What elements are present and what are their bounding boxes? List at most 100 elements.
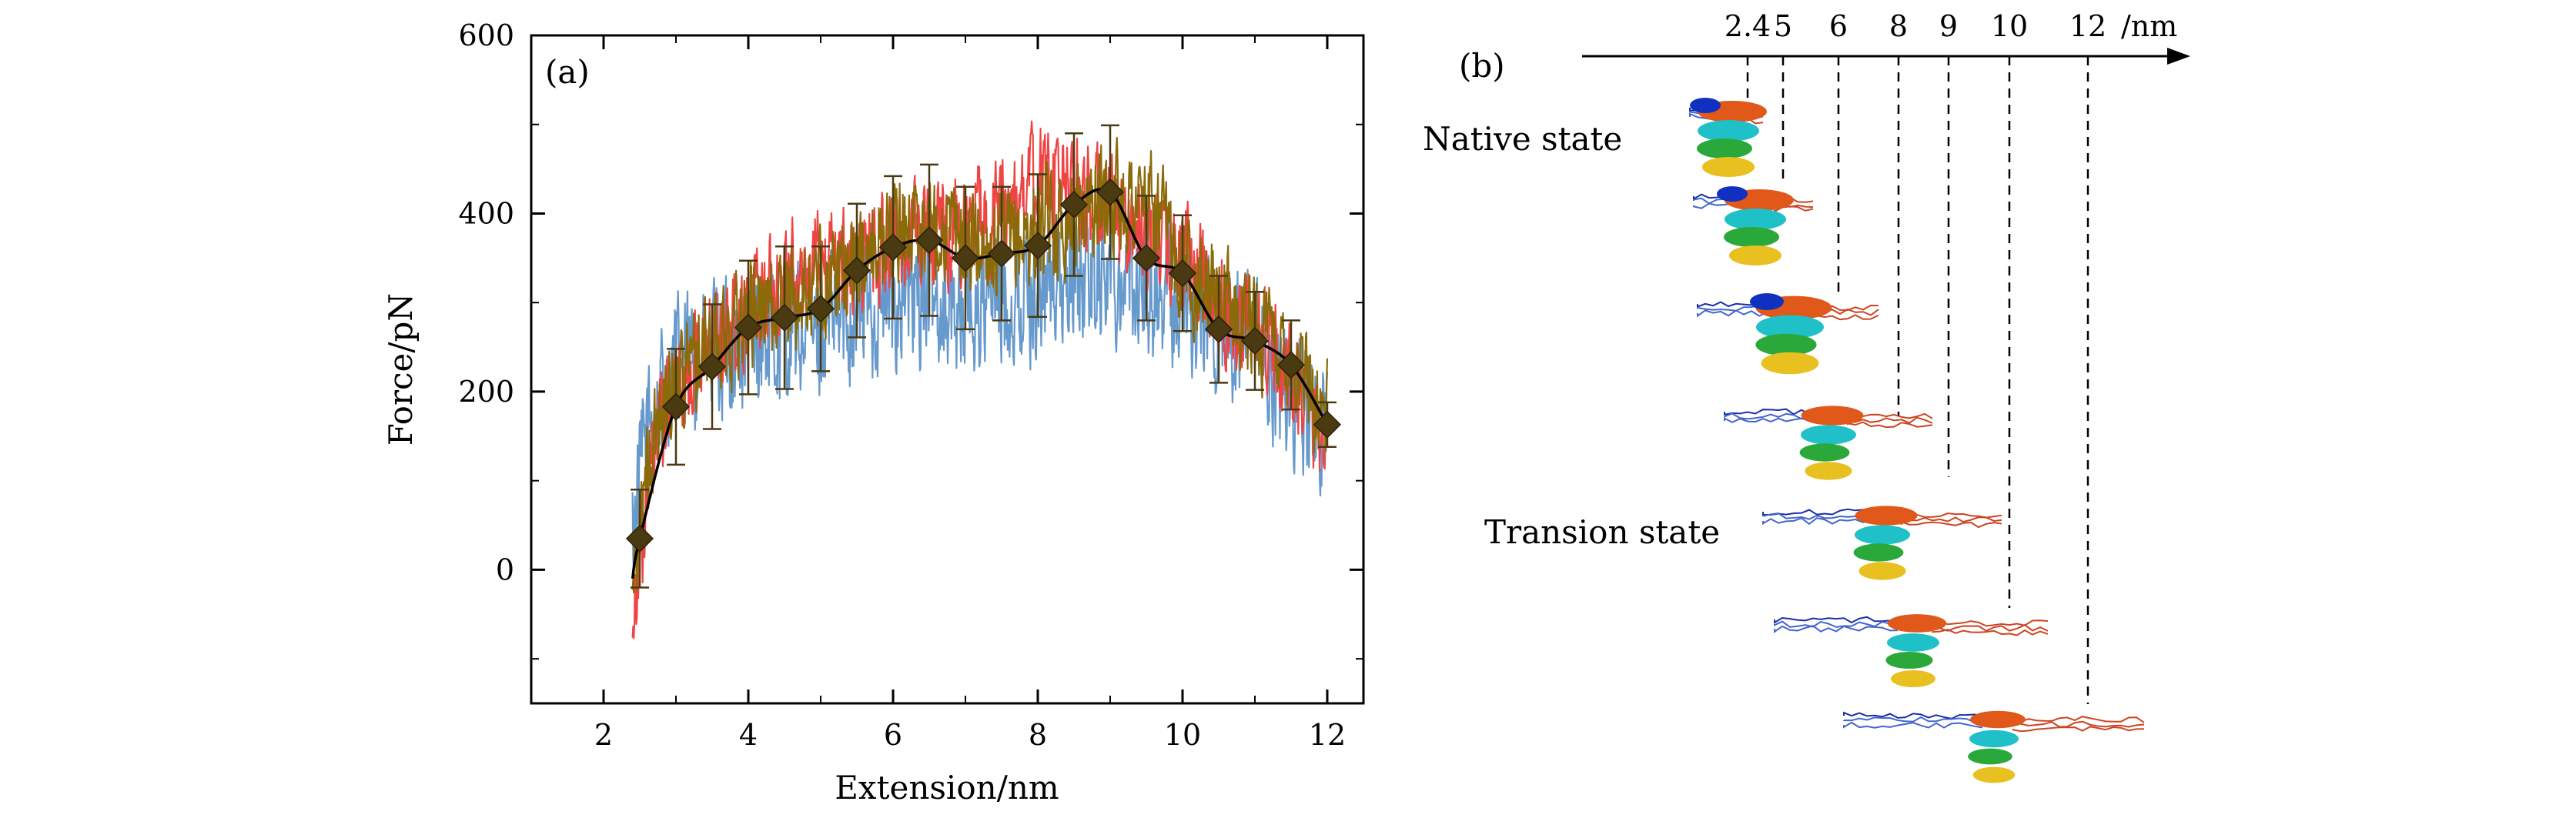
- protein-structure: [1843, 710, 2145, 783]
- helix-orange: [1855, 506, 1918, 526]
- protein-structure: [1724, 406, 1933, 480]
- x-axis-title: Extension/nm: [835, 769, 1059, 806]
- mean-marker: [698, 352, 727, 381]
- protein-structure: [1697, 293, 1879, 375]
- x-tick-label: 2: [594, 718, 613, 752]
- helix-orange: [1801, 406, 1864, 426]
- axis-layer: 2 4 6 8 10 12 0 200 400 600: [458, 18, 1363, 752]
- strand-c-terminal: [1932, 619, 2049, 627]
- unfolding-snapshots-panel: (b) 2.4 5 6 8 9 10 12 /nm Native state Transio…: [1423, 9, 2190, 783]
- mean-marker: [661, 392, 691, 421]
- mean-marker: [1313, 410, 1342, 439]
- helix-green: [1853, 543, 1904, 562]
- mean-marker: [1023, 232, 1052, 260]
- y-tick-label: 400: [458, 196, 514, 230]
- series-layer: [625, 120, 1342, 639]
- extension-tick-label: 9: [1939, 9, 1958, 43]
- strand-c-terminal: [1932, 629, 2049, 636]
- noisy-trace-line: [631, 196, 1329, 573]
- helix-green: [1724, 227, 1779, 247]
- helix-cyan: [1801, 425, 1856, 445]
- y-axis-title: Force/pN: [382, 293, 420, 446]
- helix-orange: [1887, 614, 1947, 633]
- mean-marker: [1204, 315, 1233, 343]
- helix-yellow: [1729, 245, 1781, 265]
- helix-green: [1697, 139, 1752, 159]
- helix-cyan: [1855, 525, 1910, 545]
- helix-green: [1799, 443, 1850, 462]
- x-tick-label: 8: [1029, 718, 1047, 752]
- y-tick-label: 0: [496, 553, 514, 586]
- mean-curve: [631, 187, 1329, 579]
- strand-n-terminal: [1724, 417, 1818, 423]
- extension-tick-label: 6: [1829, 9, 1848, 43]
- strand-n-terminal: [1724, 408, 1818, 416]
- strand-c-terminal: [2012, 720, 2145, 728]
- force-extension-chart: (a) 2 4 6 8 10 12 0 200 400 600 Extension/nm Forc…: [382, 18, 1365, 806]
- helix-green: [1885, 651, 1933, 669]
- strand-n-terminal: [1843, 716, 1983, 723]
- extension-axis-ticks: 2.4 5 6 8 9 10 12: [1725, 9, 2106, 704]
- mean-marker: [734, 313, 763, 342]
- strand-n-terminal: [1774, 625, 1899, 633]
- helix-cyan: [1756, 315, 1824, 339]
- helix-yellow: [1702, 157, 1755, 177]
- extension-tick-label: 8: [1889, 9, 1908, 43]
- extension-tick-label: 2.4: [1725, 9, 1771, 43]
- extension-tick-label: 5: [1774, 9, 1792, 43]
- plot-frame: [530, 34, 1365, 705]
- y-tick-label: 600: [458, 18, 514, 52]
- x-tick-label: 10: [1164, 718, 1201, 752]
- mean-marker: [987, 239, 1016, 268]
- helix-blue: [1717, 186, 1748, 202]
- strand-c-terminal: [2012, 715, 2145, 723]
- protein-structure: [1693, 186, 1814, 265]
- x-tick-label: 12: [1309, 718, 1346, 752]
- mean-marker: [951, 244, 980, 272]
- mean-marker: [625, 524, 654, 553]
- helix-green: [1968, 748, 2012, 765]
- mean-marker: [1096, 178, 1125, 206]
- strand-n-terminal: [1774, 620, 1899, 628]
- y-tick-label: 200: [458, 375, 514, 409]
- mean-marker: [1059, 190, 1089, 219]
- extension-tick-label: 10: [1991, 9, 2028, 43]
- mean-marker: [842, 256, 871, 285]
- mean-marker: [915, 226, 944, 255]
- helix-orange: [1970, 710, 2026, 729]
- helix-cyan: [1725, 209, 1786, 230]
- helix-green: [1755, 333, 1817, 356]
- helix-blue: [1750, 293, 1784, 310]
- strand-n-terminal: [1774, 616, 1899, 624]
- mean-marker: [878, 233, 908, 262]
- mean-marker: [1240, 326, 1270, 356]
- noisy-traces: [631, 120, 1329, 639]
- strand-n-terminal: [1843, 711, 1983, 720]
- helix-cyan: [1698, 120, 1759, 142]
- extension-tick-label: 12: [2069, 9, 2106, 43]
- native-state-label: Native state: [1423, 120, 1622, 158]
- panel-a-label: (a): [545, 53, 590, 91]
- helix-yellow: [1891, 669, 1935, 688]
- strand-n-terminal: [1762, 517, 1872, 526]
- mean-marker: [806, 295, 835, 323]
- helix-cyan: [1969, 730, 2019, 748]
- strand-c-terminal: [2012, 726, 2145, 733]
- protein-structure: [1762, 506, 2002, 580]
- strand-c-terminal: [1901, 516, 2002, 523]
- mean-marker: [1132, 244, 1161, 272]
- x-tick-label: 6: [884, 718, 902, 752]
- strand-n-terminal: [1843, 721, 1983, 729]
- transition-state-label: Transion state: [1484, 513, 1720, 551]
- protein-structure: [1689, 98, 1767, 177]
- helix-yellow: [1805, 462, 1852, 480]
- protein-structure: [1774, 614, 2049, 688]
- mean-marker: [1276, 351, 1306, 379]
- strand-c-terminal: [1901, 520, 2002, 529]
- protein-structures: [1689, 98, 2145, 783]
- panel-b-label: (b): [1459, 47, 1505, 85]
- helix-yellow: [1761, 352, 1819, 375]
- helix-cyan: [1887, 633, 1939, 652]
- helix-yellow: [1858, 562, 1906, 580]
